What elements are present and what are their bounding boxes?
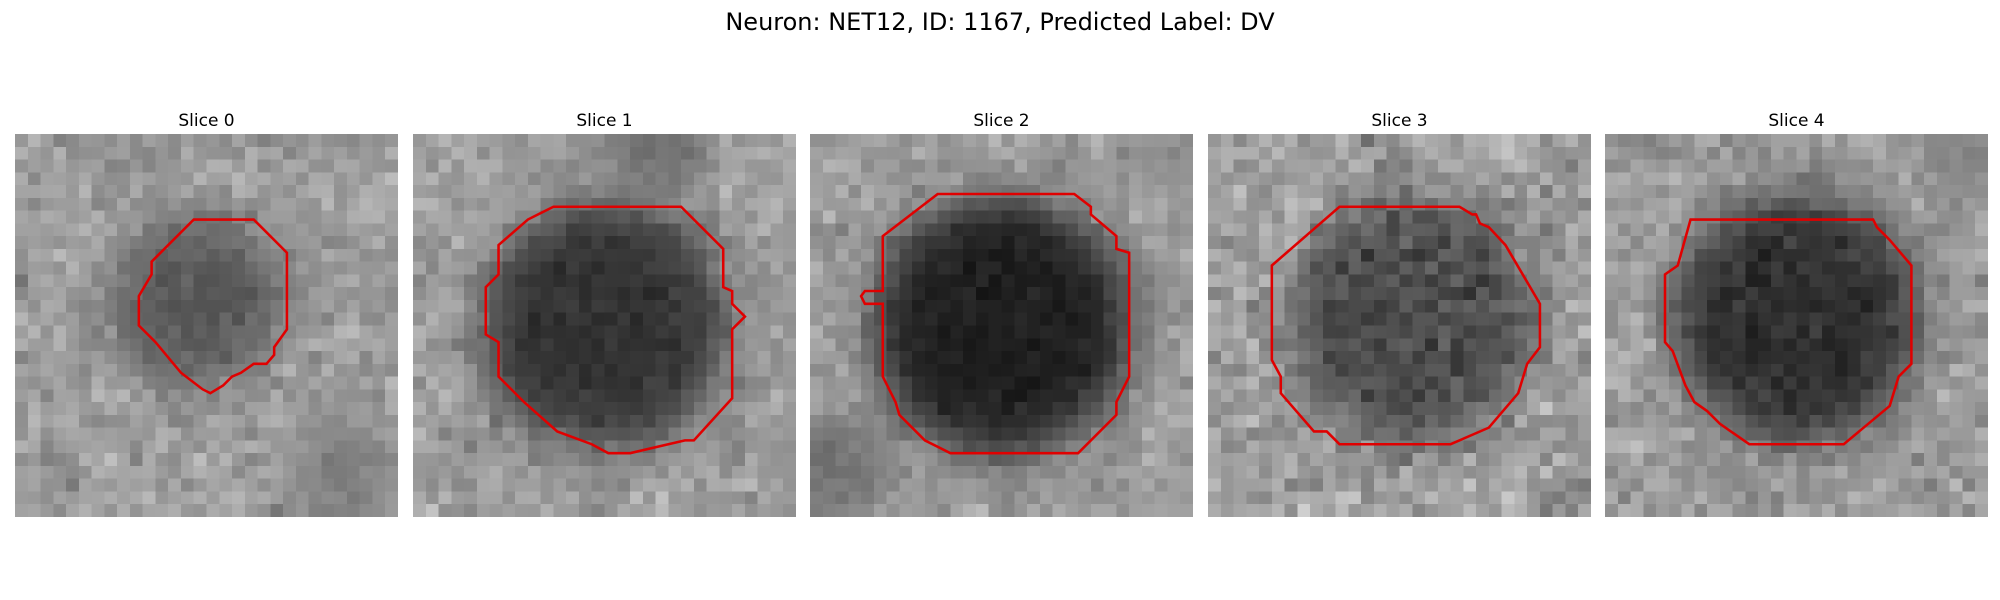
slice-panel-1: Slice 1 [413, 108, 796, 517]
roi-contour [1270, 205, 1542, 446]
slice-panel-2: Slice 2 [810, 108, 1193, 517]
roi-outline [137, 218, 289, 395]
slice-panel-3: Slice 3 [1208, 108, 1591, 517]
slice-image [413, 134, 796, 517]
roi-contour [484, 205, 747, 455]
roi-contour [859, 192, 1131, 455]
slice-title: Slice 0 [178, 111, 235, 131]
roi-outline [859, 192, 1131, 455]
roi-contour [137, 218, 289, 395]
slice-image [1605, 134, 1988, 517]
slice-title: Slice 2 [973, 111, 1030, 131]
slice-panel-0: Slice 0 [15, 108, 398, 517]
roi-outline [1663, 218, 1913, 446]
slice-panel-4: Slice 4 [1605, 108, 1988, 517]
slice-title: Slice 3 [1371, 111, 1428, 131]
figure-title: Neuron: NET12, ID: 1167, Predicted Label… [725, 8, 1275, 36]
roi-contour [1663, 218, 1913, 446]
slice-title: Slice 4 [1768, 111, 1825, 131]
roi-outline [484, 205, 747, 455]
roi-outline [1270, 205, 1542, 446]
slice-title: Slice 1 [576, 111, 633, 131]
slice-image [15, 134, 398, 517]
